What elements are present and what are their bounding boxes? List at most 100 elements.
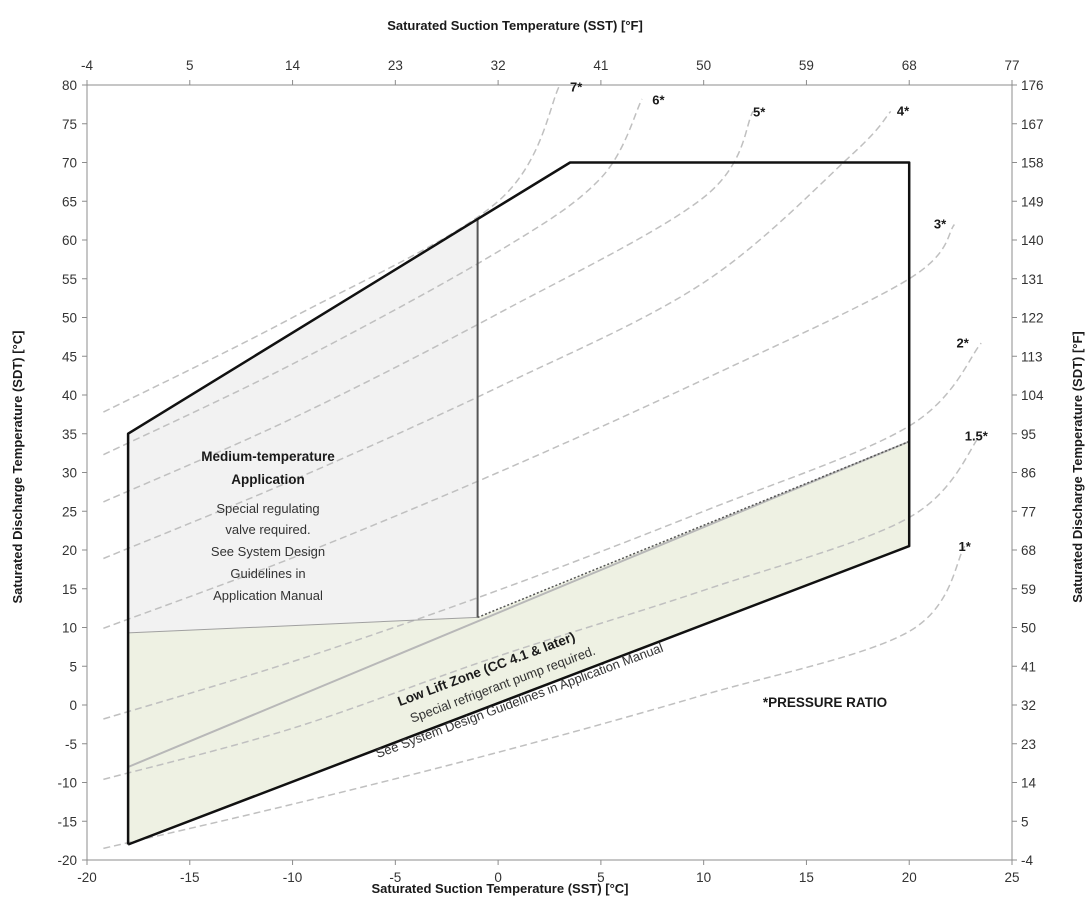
x-tick-label-top: 14 <box>285 58 301 73</box>
y-tick-label-right: 167 <box>1021 117 1044 132</box>
medium-temp-note-line-5: Application Manual <box>213 588 323 603</box>
y-tick-label-right: 176 <box>1021 78 1044 93</box>
low-lift-zone <box>128 441 910 845</box>
x-axis-title-bottom: Saturated Suction Temperature (SST) [°C] <box>371 881 628 896</box>
pressure-ratio-note: *PRESSURE RATIO <box>763 695 887 710</box>
y-tick-label-right: 131 <box>1021 272 1044 287</box>
y-tick-label-right: 104 <box>1021 388 1044 403</box>
y-tick-label-left: 0 <box>69 698 77 713</box>
x-tick-label-top: 41 <box>593 58 608 73</box>
pressure-ratio-curve-8 <box>103 84 561 413</box>
y-tick-label-right: 149 <box>1021 194 1044 209</box>
x-tick-label-bottom: 25 <box>1004 870 1019 885</box>
x-tick-label-top: -4 <box>81 58 93 73</box>
pressure-ratio-label: 7* <box>570 80 583 95</box>
medium-temp-note-line-3: See System Design <box>211 544 325 559</box>
x-axis-title-top: Saturated Suction Temperature (SST) [°F] <box>387 18 643 33</box>
pressure-ratio-curve-6 <box>103 111 754 503</box>
y-tick-label-left: -15 <box>57 814 77 829</box>
x-tick-label-bottom: -5 <box>389 870 401 885</box>
x-tick-label-top: 68 <box>902 58 917 73</box>
operating-regions <box>128 219 910 845</box>
pressure-ratio-curve-1 <box>103 545 966 850</box>
y-tick-label-right: 113 <box>1021 349 1043 364</box>
x-tick-label-bottom: 15 <box>799 870 814 885</box>
medium-temp-note-line-4: Guidelines in <box>230 566 305 581</box>
envelope-lines <box>126 161 911 846</box>
medium-temp-zone <box>128 219 478 633</box>
pressure-ratio-label: 5* <box>753 104 766 119</box>
y-axis-title-right: Saturated Discharge Temperature (SDT) [°… <box>1070 331 1085 603</box>
medium-temp-note-line-1: Special regulating <box>216 501 319 516</box>
y-tick-label-left: 55 <box>62 272 77 287</box>
y-tick-label-right: 86 <box>1021 466 1036 481</box>
x-tick-label-bottom: -10 <box>283 870 303 885</box>
x-tick-label-bottom: 20 <box>902 870 917 885</box>
y-tick-label-right: 158 <box>1021 156 1044 171</box>
x-tick-label-bottom: 0 <box>494 870 502 885</box>
x-tick-label-bottom: -20 <box>77 870 97 885</box>
y-tick-label-right: 23 <box>1021 737 1036 752</box>
y-tick-label-right: -4 <box>1021 853 1033 868</box>
y-tick-label-right: 68 <box>1021 543 1036 558</box>
y-tick-label-left: 60 <box>62 233 77 248</box>
y-tick-label-left: 65 <box>62 194 77 209</box>
y-tick-label-left: 75 <box>62 117 77 132</box>
y-tick-label-right: 122 <box>1021 311 1044 326</box>
y-tick-label-right: 50 <box>1021 621 1036 636</box>
x-tick-label-top: 23 <box>388 58 403 73</box>
x-tick-label-top: 50 <box>696 58 711 73</box>
y-tick-label-right: 41 <box>1021 659 1036 674</box>
pressure-ratio-label: 6* <box>652 93 665 108</box>
operating-envelope <box>126 161 911 846</box>
y-tick-label-right: 140 <box>1021 233 1044 248</box>
x-tick-label-bottom: 5 <box>597 870 605 885</box>
y-axis-title-left: Saturated Discharge Temperature (SDT) [°… <box>10 331 25 604</box>
y-tick-label-right: 32 <box>1021 698 1036 713</box>
y-tick-label-left: 5 <box>69 659 77 674</box>
y-tick-label-left: 50 <box>62 311 77 326</box>
x-tick-label-bottom: -15 <box>180 870 200 885</box>
y-tick-label-left: 30 <box>62 466 77 481</box>
pressure-ratio-label: 4* <box>897 104 910 119</box>
pressure-ratio-curve-5 <box>103 110 892 560</box>
tick-labels: -20-4-155-1014-5230325411050155920682577… <box>57 58 1044 885</box>
axes <box>82 80 1017 865</box>
x-tick-label-bottom: 10 <box>696 870 711 885</box>
pressure-ratio-curve-7 <box>103 98 643 456</box>
y-tick-label-left: -10 <box>57 776 77 791</box>
y-tick-label-right: 59 <box>1021 582 1036 597</box>
pressure-ratio-curve-4 <box>103 224 956 630</box>
y-tick-label-right: 5 <box>1021 814 1029 829</box>
y-tick-label-left: 40 <box>62 388 77 403</box>
medium-temp-note-line-2: valve required. <box>225 522 310 537</box>
medium-temp-title-line-1: Medium-temperature <box>201 449 335 464</box>
y-tick-label-left: 80 <box>62 78 77 93</box>
curve-labels: 1* 1.5* 2* 3* 4* 5* 6* 7* <box>570 80 989 555</box>
y-tick-label-left: 15 <box>62 582 77 597</box>
y-tick-label-left: 70 <box>62 156 77 171</box>
y-tick-label-right: 95 <box>1021 427 1036 442</box>
y-tick-label-left: -5 <box>65 737 77 752</box>
x-tick-label-top: 32 <box>491 58 506 73</box>
x-tick-label-top: 77 <box>1004 58 1019 73</box>
pressure-ratio-label: 1.5* <box>965 428 989 443</box>
y-tick-label-right: 14 <box>1021 776 1037 791</box>
y-tick-label-left: 10 <box>62 621 77 636</box>
y-tick-label-left: 45 <box>62 349 77 364</box>
low-lift-upper-boundary <box>127 440 910 768</box>
medium-temp-title-line-2: Application <box>231 472 305 487</box>
low-lift-top-boundary <box>477 440 910 619</box>
y-tick-label-right: 77 <box>1021 504 1036 519</box>
y-tick-label-left: -20 <box>57 853 77 868</box>
y-tick-label-left: 20 <box>62 543 77 558</box>
pressure-ratio-label: 1* <box>959 539 972 554</box>
pressure-ratio-label: 2* <box>957 335 970 350</box>
pressure-ratio-label: 3* <box>934 217 947 232</box>
y-tick-label-left: 35 <box>62 427 77 442</box>
y-tick-label-left: 25 <box>62 504 77 519</box>
medium-zone-lower-boundary <box>128 616 478 634</box>
x-tick-label-top: 5 <box>186 58 194 73</box>
x-tick-label-top: 59 <box>799 58 814 73</box>
